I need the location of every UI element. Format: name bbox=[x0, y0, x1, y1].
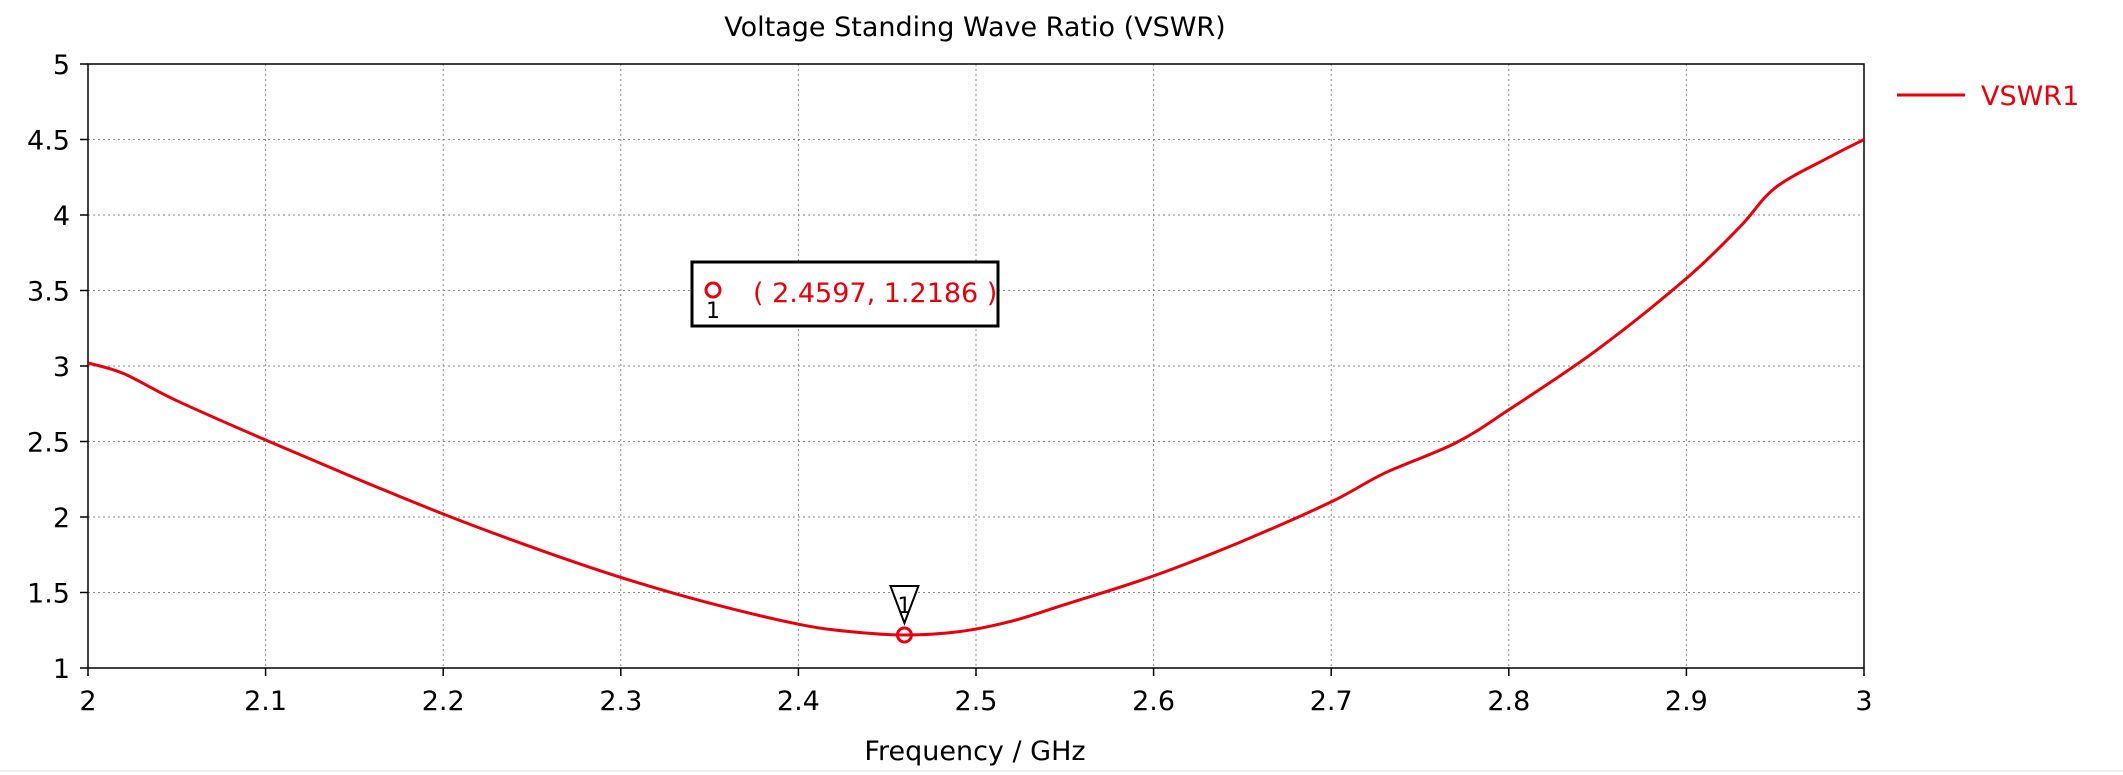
x-tick-label: 2.9 bbox=[1665, 686, 1708, 717]
marker-layer: 1 1 ( 2.4597, 1.2186 ) bbox=[690, 260, 1000, 644]
series-layer bbox=[87, 138, 1865, 637]
y-tick-label: 2 bbox=[53, 503, 70, 534]
y-tick-label: 4 bbox=[53, 201, 70, 232]
chart-title: Voltage Standing Wave Ratio (VSWR) bbox=[724, 12, 1225, 43]
marker-info-box bbox=[690, 260, 1000, 328]
x-tick-label: 2.1 bbox=[244, 686, 287, 717]
x-tick-label: 2.6 bbox=[1132, 686, 1175, 717]
y-tick-label: 1.5 bbox=[27, 579, 70, 610]
marker-flag-id: 1 bbox=[897, 594, 911, 619]
y-tick-label: 2.5 bbox=[27, 428, 70, 459]
x-tick-label: 2.8 bbox=[1487, 686, 1530, 717]
y-tick-label: 3.5 bbox=[27, 277, 70, 308]
series-line-vswr1 bbox=[87, 138, 1865, 637]
y-tick-label: 5 bbox=[53, 50, 70, 81]
x-tick-label: 3 bbox=[1855, 686, 1872, 717]
y-tick-label: 3 bbox=[53, 352, 70, 383]
x-tick-label: 2.4 bbox=[777, 686, 820, 717]
grid-lines bbox=[88, 64, 1864, 668]
x-tick-label: 2.5 bbox=[955, 686, 998, 717]
axis-ticks: 2 2.1 2.2 2.3 2.4 2.5 2.6 2.7 2.8 2.9 3 1 1.5 2 2.5 3 3.… bbox=[27, 50, 1873, 717]
y-tick-label: 4.5 bbox=[27, 126, 70, 157]
legend: VSWR1 bbox=[1897, 81, 2079, 112]
marker-info-label: ( 2.4597, 1.2186 ) bbox=[753, 278, 997, 309]
marker-flag-icon bbox=[888, 584, 920, 626]
x-tick-label: 2.3 bbox=[599, 686, 642, 717]
x-tick-label: 2 bbox=[79, 686, 96, 717]
marker-point[interactable] bbox=[895, 626, 913, 644]
legend-label: VSWR1 bbox=[1981, 81, 2079, 112]
x-tick-label: 2.7 bbox=[1310, 686, 1353, 717]
marker-info-id: 1 bbox=[706, 299, 720, 324]
x-tick-label: 2.2 bbox=[422, 686, 465, 717]
y-tick-label: 1 bbox=[53, 654, 70, 685]
marker-info-icon bbox=[704, 281, 722, 299]
x-axis-label: Frequency / GHz bbox=[864, 736, 1085, 767]
